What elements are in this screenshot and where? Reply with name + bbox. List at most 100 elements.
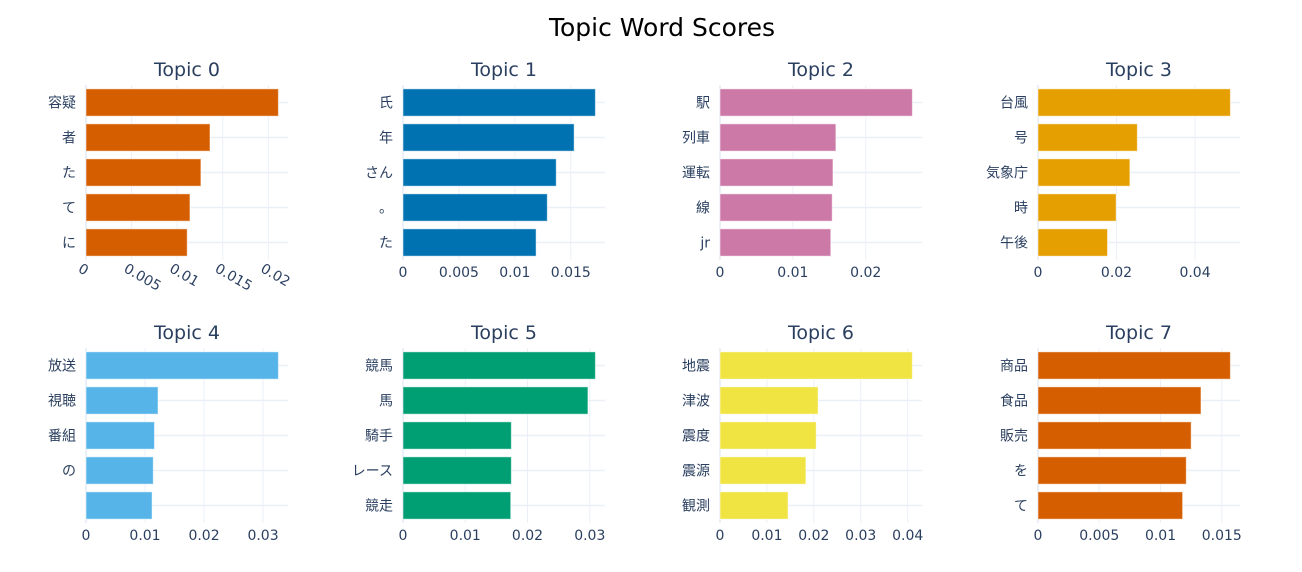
y-tick-label: 氏 (379, 96, 393, 112)
subplot-title: Topic 6 (787, 322, 854, 344)
x-tick-label: 0 (1034, 528, 1043, 544)
y-tick-label: 線 (696, 201, 710, 217)
y-tick-label: 列車 (682, 130, 710, 147)
bar-競走 (402, 491, 512, 520)
y-tick-label: 震源 (682, 464, 710, 480)
y-tick-label: 駅 (696, 96, 710, 112)
y-tick-label: 容疑 (48, 95, 76, 112)
x-tick-label: 0.01 (129, 528, 160, 544)
y-tick-label: 競馬 (365, 359, 393, 375)
bar-を (1037, 456, 1187, 485)
subplot-title: Topic 5 (470, 322, 537, 344)
x-tick-label: 0.01 (166, 261, 201, 290)
x-tick-label: 0.02 (188, 528, 219, 544)
subplot-title: Topic 7 (1105, 322, 1172, 344)
bar-に (85, 228, 188, 257)
y-tick-label: 食品 (1000, 393, 1028, 410)
x-tick-label: 0.02 (512, 528, 543, 544)
x-tick-label: 0 (399, 528, 408, 544)
x-tick-label: 0.02 (1101, 265, 1132, 281)
y-tick-label: を (1014, 464, 1028, 480)
bar-の (85, 456, 154, 485)
x-tick-label: 0.04 (1179, 265, 1210, 281)
y-tick-label: た (379, 236, 393, 252)
y-tick-label: 。 (379, 201, 393, 217)
bar-列車 (719, 123, 837, 152)
bar-台風 (1037, 88, 1231, 117)
y-tick-label: 震度 (682, 429, 710, 445)
x-tick-label: 0.03 (845, 528, 876, 544)
y-tick-label: 販売 (1000, 429, 1028, 445)
bar-者 (85, 123, 211, 152)
bar-馬 (402, 386, 589, 415)
x-tick-label: 0.03 (574, 528, 605, 544)
y-tick-label: 番組 (48, 429, 76, 445)
y-tick-label: 競走 (365, 499, 393, 515)
x-tick-label: 0.01 (751, 528, 782, 544)
y-tick-label: 騎手 (365, 429, 393, 445)
y-tick-label: の (62, 464, 76, 480)
x-tick-label: 0.02 (850, 265, 881, 281)
bar-時 (1037, 193, 1117, 222)
x-tick-label: 0.03 (247, 528, 278, 544)
bar-午後 (1037, 228, 1108, 257)
y-tick-label: 運転 (682, 166, 710, 182)
y-tick-label: 時 (1014, 201, 1028, 217)
x-tick-label: 0 (716, 528, 725, 544)
y-tick-label: 馬 (379, 394, 393, 410)
bar-線 (719, 193, 833, 222)
subplot-title: Topic 4 (153, 322, 220, 344)
x-tick-label: 0 (82, 528, 91, 544)
bar-氏 (402, 88, 596, 117)
subplot-title: Topic 3 (1105, 59, 1172, 81)
bar-商品 (1037, 351, 1231, 380)
y-tick-label: て (1014, 499, 1028, 515)
bar-番組 (85, 421, 155, 450)
bar-号 (1037, 123, 1138, 152)
bar-地震 (719, 351, 913, 380)
bar-観測 (719, 491, 789, 520)
bar-騎手 (402, 421, 512, 450)
y-tick-label: 気象庁 (986, 166, 1028, 182)
bar-放送 (85, 351, 279, 380)
x-tick-label: 0.04 (892, 528, 923, 544)
bar-気象庁 (1037, 158, 1131, 187)
x-tick-label: 0.005 (439, 265, 479, 281)
bar-容疑 (85, 88, 279, 117)
x-tick-label: 0.01 (1145, 528, 1176, 544)
y-tick-label: 号 (1014, 131, 1028, 147)
x-tick-label: 0 (716, 265, 725, 281)
bar-競馬 (402, 351, 596, 380)
y-tick-label: 視聴 (48, 394, 76, 410)
x-tick-label: 0.02 (258, 261, 293, 290)
y-tick-label: jr (699, 236, 710, 252)
y-tick-label: 観測 (682, 498, 710, 515)
bar-年 (402, 123, 575, 152)
x-tick-label: 0.02 (798, 528, 829, 544)
y-tick-label: た (62, 166, 76, 182)
bar-て (85, 193, 191, 222)
subplot-title: Topic 2 (787, 59, 854, 81)
y-tick-label: 放送 (48, 359, 76, 375)
subplot-title: Topic 0 (153, 59, 220, 81)
bar-運転 (719, 158, 834, 187)
y-tick-label: 台風 (1000, 96, 1028, 112)
bar-販売 (1037, 421, 1192, 450)
x-tick-label: 0.005 (1079, 528, 1119, 544)
bar-。 (402, 193, 548, 222)
y-tick-label: て (62, 201, 76, 217)
x-tick-label: 0 (1034, 265, 1043, 281)
bar-た (402, 228, 537, 257)
bar-blank (85, 491, 153, 520)
x-tick-label: 0.01 (450, 528, 481, 544)
x-tick-label: 0.015 (212, 261, 255, 295)
x-tick-label: 0.015 (551, 265, 591, 281)
bar-駅 (719, 88, 913, 117)
bar-レース (402, 456, 512, 485)
